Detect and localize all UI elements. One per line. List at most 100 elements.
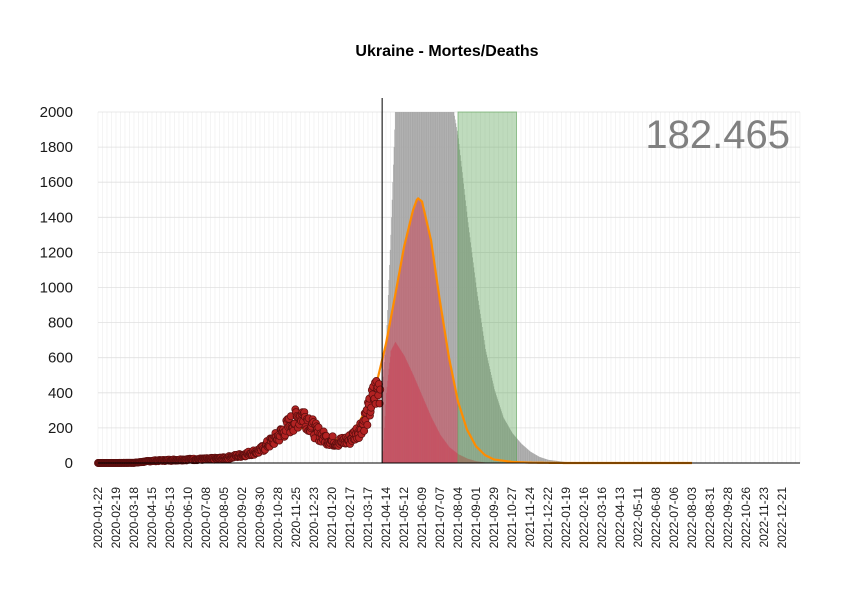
- upper-band-bar: [537, 455, 538, 463]
- upper-band-bar: [499, 405, 500, 463]
- upper-band-bar: [510, 430, 512, 463]
- upper-band-bar: [544, 458, 546, 463]
- lower-band-bar: [463, 457, 465, 463]
- upper-band-bar: [477, 296, 479, 463]
- upper-band-bar: [479, 309, 481, 463]
- x-tick-label: 2022-05-11: [631, 487, 645, 548]
- upper-band-bar: [535, 454, 536, 463]
- upper-band-bar: [530, 451, 531, 463]
- upper-band-bar: [456, 130, 458, 463]
- lower-band-bar: [476, 461, 478, 463]
- lower-band-bar: [465, 457, 466, 463]
- upper-band-bar: [526, 448, 528, 463]
- lower-band-bar: [474, 460, 475, 463]
- lower-band-bar: [469, 459, 471, 463]
- upper-band-bar: [486, 357, 488, 463]
- upper-band-bar: [539, 457, 541, 463]
- x-tick-label: 2022-12-21: [775, 487, 789, 549]
- upper-band-bar: [465, 206, 467, 463]
- upper-band-bar: [552, 460, 554, 463]
- upper-band-bar: [491, 377, 493, 463]
- lower-band-bar: [464, 457, 466, 463]
- upper-band-bar: [553, 460, 554, 463]
- upper-band-bar: [444, 112, 446, 463]
- upper-band-bar: [528, 450, 530, 463]
- upper-band-bar: [545, 458, 547, 463]
- upper-band-bar: [535, 454, 537, 463]
- upper-band-bar: [551, 460, 553, 463]
- upper-band-bar: [483, 340, 485, 463]
- lower-band-bar: [461, 456, 463, 463]
- x-tick-label: 2020-09-02: [235, 487, 249, 549]
- x-tick-label: 2022-06-08: [649, 487, 663, 549]
- upper-band-bar: [551, 460, 553, 463]
- upper-band-bar: [462, 177, 464, 463]
- upper-band-bar: [531, 452, 533, 463]
- x-tick-label: 2020-07-08: [199, 487, 213, 549]
- upper-band-bar: [452, 112, 454, 463]
- upper-band-bar: [509, 428, 511, 463]
- upper-band-bar: [499, 407, 501, 463]
- lower-band-bar: [475, 461, 477, 463]
- upper-band-bar: [521, 444, 523, 463]
- upper-band-bar: [493, 386, 495, 463]
- upper-band-bar: [476, 291, 478, 463]
- upper-band-bar: [519, 441, 520, 463]
- upper-band-bar: [463, 183, 464, 464]
- upper-band-bar: [474, 277, 476, 463]
- x-tick-label: 2020-11-25: [289, 487, 303, 548]
- upper-band-bar: [441, 112, 443, 463]
- upper-band-bar: [538, 456, 540, 463]
- upper-band-bar: [501, 413, 503, 463]
- upper-band-bar: [541, 457, 543, 463]
- upper-band-bar: [549, 460, 551, 463]
- lower-band-bar: [478, 461, 480, 463]
- upper-band-bar: [483, 335, 484, 463]
- x-tick-label: 2021-08-04: [451, 487, 465, 549]
- y-tick-label: 1600: [40, 174, 73, 191]
- upper-band-bar: [546, 459, 547, 463]
- upper-band-bar: [532, 453, 534, 463]
- upper-band-bar: [494, 391, 496, 463]
- upper-band-bar: [536, 455, 538, 463]
- upper-band-bar: [494, 389, 495, 463]
- upper-band-bar: [481, 322, 482, 463]
- upper-band-bar: [496, 397, 498, 463]
- y-tick-label: 1400: [40, 209, 73, 226]
- upper-band-bar: [450, 112, 452, 463]
- upper-band-bar: [468, 232, 470, 463]
- y-axis-ticks: 0 200 400 600 800 1000 1200 1400 1600 1800 2000: [40, 104, 73, 472]
- upper-band-bar: [512, 433, 513, 463]
- x-tick-label: 2020-04-15: [145, 487, 159, 549]
- lower-band-bar: [463, 456, 465, 463]
- upper-band-bar: [484, 344, 486, 463]
- upper-band-bar: [443, 112, 445, 463]
- upper-band-bar: [540, 457, 542, 463]
- upper-band-bar: [442, 112, 444, 463]
- upper-band-bar: [477, 300, 479, 463]
- upper-band-bar: [498, 403, 500, 463]
- upper-band-bar: [517, 439, 518, 463]
- upper-band-bar: [508, 426, 509, 463]
- upper-band-bar: [448, 112, 450, 463]
- upper-band-bar: [523, 445, 525, 463]
- y-tick-label: 400: [48, 385, 73, 402]
- lower-band-bar: [470, 459, 472, 463]
- upper-band-bar: [454, 115, 455, 463]
- upper-band-bar: [395, 112, 396, 463]
- upper-band-bar: [505, 421, 507, 463]
- upper-band-bar: [461, 172, 463, 463]
- upper-band-bar: [520, 442, 522, 463]
- upper-band-bar: [488, 363, 490, 463]
- upper-band-bar: [544, 458, 545, 463]
- lower-band-bar: [477, 461, 479, 463]
- upper-band-bar: [451, 112, 453, 463]
- upper-band-bar: [458, 143, 460, 463]
- x-tick-label: 2020-01-22: [91, 487, 105, 549]
- upper-band-bar: [468, 227, 470, 463]
- y-tick-label: 1800: [40, 139, 73, 156]
- observed-point: [376, 385, 385, 394]
- x-tick-label: 2020-06-10: [181, 487, 195, 549]
- upper-band-bar: [479, 313, 481, 463]
- upper-band-bar: [473, 267, 475, 463]
